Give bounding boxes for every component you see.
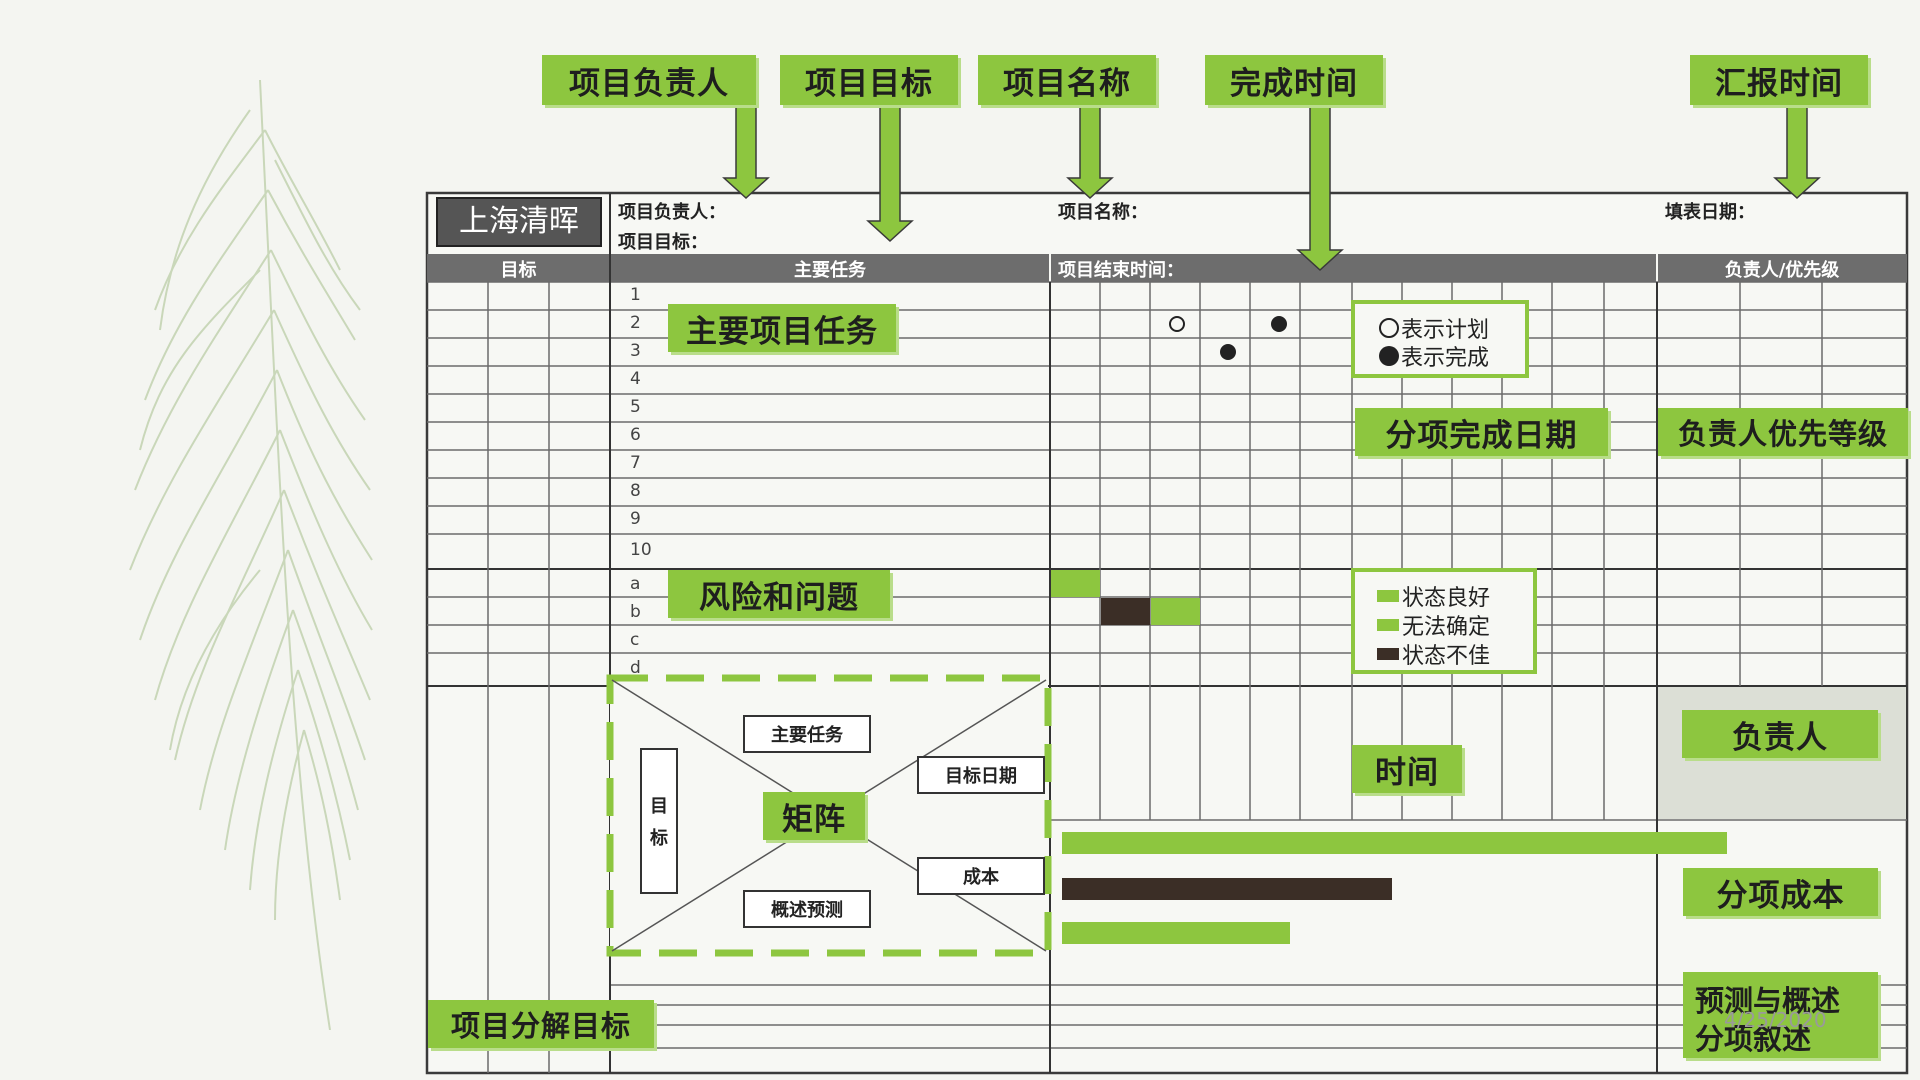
slide-date: 4/25/2020 (1724, 1008, 1827, 1032)
callout-goal: 项目目标 (780, 55, 958, 105)
callout-risk: 风险和问题 (668, 570, 890, 618)
feather-decoration (129, 79, 373, 1030)
unsure-swatch-icon (1377, 619, 1399, 631)
legend-done-item: 表示完成 (1379, 340, 1489, 372)
task-row-number: 10 (630, 540, 652, 560)
matrix-target-date: 目标日期 (917, 756, 1045, 794)
callout-matrix: 矩阵 (763, 792, 865, 840)
legend-good-label: 状态良好 (1402, 586, 1491, 611)
legend-plan-label: 表示计划 (1401, 318, 1490, 343)
column-goal: 目标 (500, 260, 537, 281)
column-main-task: 主要任务 (794, 260, 866, 281)
good-swatch-icon (1377, 590, 1399, 602)
callout-finish-time: 完成时间 (1205, 55, 1383, 105)
legend-done-label: 表示完成 (1401, 346, 1490, 371)
callout-forecast: 预测与概述 分项叙述 (1683, 972, 1878, 1058)
risk-row-letter: c (630, 630, 640, 650)
done-dot-icon (1379, 346, 1399, 366)
callout-forecast-line1: 预测与概述 (1695, 984, 1841, 1018)
matrix-main-task: 主要任务 (743, 715, 871, 753)
matrix-goal: 目 标 (640, 748, 678, 894)
risk-row-letter: b (630, 602, 641, 622)
bad-swatch-icon (1377, 648, 1399, 660)
callout-leader: 项目负责人 (542, 55, 756, 105)
callout-owner-priority: 负责人优先等级 (1658, 408, 1908, 456)
callout-owner: 负责人 (1682, 710, 1878, 758)
matrix-forecast: 概述预测 (743, 890, 871, 928)
project-name-label: 项目名称： (1058, 202, 1148, 223)
matrix-cost: 成本 (917, 857, 1045, 895)
column-end-time: 项目结束时间： (1058, 260, 1184, 281)
task-row-number: 6 (630, 425, 641, 445)
risk-row-letter: d (630, 658, 641, 678)
legend-plan-item: 表示计划 (1379, 312, 1489, 344)
callout-main-tasks: 主要项目任务 (668, 304, 896, 352)
callout-sub-finish-date: 分项完成日期 (1355, 408, 1608, 456)
task-row-number: 1 (630, 285, 641, 305)
goal-label: 项目目标： (618, 232, 708, 253)
legend-bad-label: 状态不佳 (1402, 644, 1491, 669)
task-row-number: 9 (630, 509, 641, 529)
plan-circle-icon (1379, 318, 1399, 338)
matrix-goal-char2: 标 (650, 828, 668, 849)
column-owner-priority: 负责人/优先级 (1724, 260, 1840, 281)
task-row-number: 4 (630, 369, 641, 389)
callout-project-name: 项目名称 (978, 55, 1156, 105)
legend-bad-item: 状态不佳 (1377, 638, 1490, 670)
legend-good-item: 状态良好 (1377, 580, 1490, 612)
task-row-number: 2 (630, 313, 641, 333)
company-logo: 上海清晖 (459, 204, 579, 239)
legend-status: 状态良好 无法确定 状态不佳 (1351, 568, 1537, 674)
task-row-number: 3 (630, 341, 641, 361)
matrix-goal-char1: 目 (650, 796, 668, 817)
legend-unsure-label: 无法确定 (1402, 615, 1491, 640)
legend-unsure-item: 无法确定 (1377, 609, 1490, 641)
callout-report-time: 汇报时间 (1690, 55, 1868, 105)
task-row-number: 7 (630, 453, 641, 473)
leader-label: 项目负责人： (618, 202, 726, 223)
callout-time: 时间 (1352, 745, 1462, 793)
risk-row-letter: a (630, 574, 641, 594)
fill-date-label: 填表日期： (1665, 202, 1755, 223)
task-row-number: 8 (630, 481, 641, 501)
callout-sub-cost: 分项成本 (1683, 868, 1878, 916)
callout-forecast-line2: 分项叙述 (1695, 1022, 1812, 1056)
callout-breakdown: 项目分解目标 (428, 1000, 654, 1048)
legend-plan-done: 表示计划 表示完成 (1351, 300, 1529, 378)
task-row-number: 5 (630, 397, 641, 417)
